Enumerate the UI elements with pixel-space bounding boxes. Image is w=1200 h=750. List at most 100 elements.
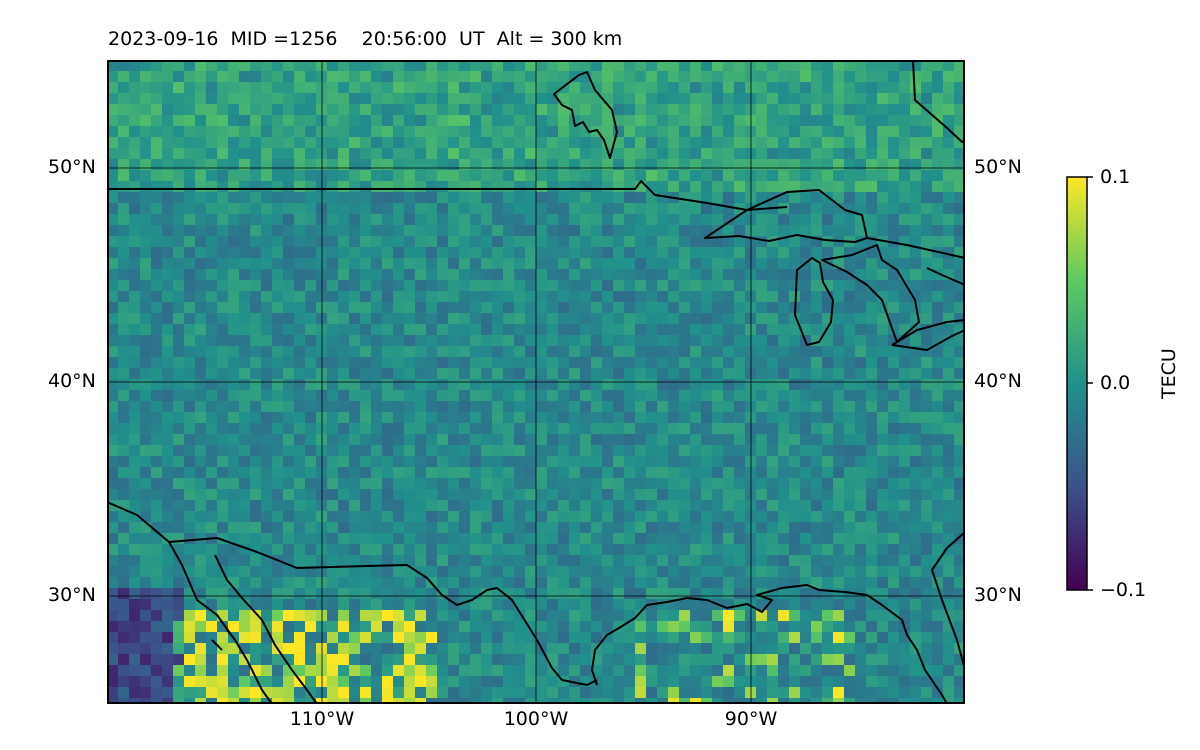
- tec-cell: [800, 291, 812, 303]
- tec-cell: [250, 379, 262, 391]
- tec-cell: [899, 302, 911, 314]
- tec-cell: [239, 555, 251, 567]
- tec-cell: [690, 126, 702, 138]
- tec-cell: [239, 390, 251, 402]
- tec-cell: [580, 291, 592, 303]
- tec-cell: [899, 676, 911, 688]
- tec-cell: [602, 698, 614, 704]
- tec-cell: [635, 456, 647, 468]
- gulf-coast: [591, 584, 948, 704]
- tec-cell: [118, 126, 130, 138]
- tec-cell: [635, 522, 647, 534]
- tec-cell: [382, 148, 394, 160]
- tec-cell: [459, 236, 471, 248]
- tec-cell: [668, 170, 680, 182]
- tec-cell: [613, 665, 625, 677]
- tec-cell: [910, 313, 922, 325]
- tec-cell: [382, 489, 394, 501]
- tec-cell: [646, 203, 658, 215]
- tec-cell: [877, 181, 889, 193]
- tec-cell: [602, 258, 614, 270]
- tec-cell: [613, 698, 625, 704]
- tec-cell: [206, 456, 218, 468]
- tec-cell: [382, 621, 394, 633]
- tec-cell: [635, 544, 647, 556]
- tec-cell: [173, 588, 185, 600]
- tec-cell: [415, 115, 427, 127]
- tec-cell: [613, 324, 625, 336]
- tec-cell: [734, 126, 746, 138]
- tec-cell: [503, 577, 515, 589]
- tec-cell: [525, 445, 537, 457]
- tec-cell: [624, 610, 636, 622]
- tec-cell: [833, 126, 845, 138]
- tec-cell: [855, 500, 867, 512]
- tec-cell: [800, 577, 812, 589]
- tec-cell: [613, 346, 625, 358]
- tec-cell: [888, 478, 900, 490]
- tec-cell: [657, 500, 669, 512]
- tec-cell: [580, 60, 592, 72]
- tec-cell: [778, 137, 790, 149]
- tec-cell: [228, 665, 240, 677]
- tec-cell: [371, 126, 383, 138]
- tec-cell: [811, 324, 823, 336]
- tec-cell: [811, 170, 823, 182]
- tec-cell: [569, 577, 581, 589]
- tec-cell: [305, 115, 317, 127]
- tec-cell: [734, 533, 746, 545]
- tec-cell: [107, 258, 119, 270]
- tec-cell: [679, 643, 691, 655]
- tec-cell: [866, 126, 878, 138]
- tec-cell: [283, 478, 295, 490]
- tec-cell: [624, 489, 636, 501]
- tec-cell: [767, 511, 779, 523]
- tec-cell: [756, 599, 768, 611]
- tec-cell: [646, 588, 658, 600]
- tec-cell: [492, 478, 504, 490]
- tec-cell: [173, 148, 185, 160]
- tec-cell: [294, 401, 306, 413]
- tec-cell: [811, 368, 823, 380]
- tec-cell: [349, 566, 361, 578]
- tec-cell: [118, 104, 130, 116]
- tec-cell: [855, 489, 867, 501]
- tec-cell: [822, 280, 834, 292]
- tec-cell: [173, 104, 185, 116]
- tec-cell: [195, 280, 207, 292]
- tec-cell: [360, 621, 372, 633]
- tec-cell: [844, 555, 856, 567]
- tec-cell: [371, 302, 383, 314]
- tec-cell: [503, 324, 515, 336]
- tec-cell: [272, 258, 284, 270]
- tec-cell: [767, 665, 779, 677]
- tec-cell: [855, 665, 867, 677]
- tec-cell: [855, 434, 867, 446]
- tec-cell: [415, 588, 427, 600]
- tec-cell: [426, 324, 438, 336]
- tec-cell: [811, 115, 823, 127]
- tec-cell: [492, 599, 504, 611]
- tec-cell: [294, 313, 306, 325]
- tec-cell: [822, 225, 834, 237]
- tec-cell: [228, 379, 240, 391]
- tec-cell: [393, 412, 405, 424]
- tec-cell: [140, 478, 152, 490]
- tec-cell: [173, 401, 185, 413]
- tec-cell: [910, 698, 922, 704]
- tec-cell: [206, 225, 218, 237]
- tec-cell: [283, 104, 295, 116]
- tec-cell: [481, 181, 493, 193]
- tec-cell: [591, 93, 603, 105]
- tec-cell: [668, 533, 680, 545]
- tec-cell: [613, 269, 625, 281]
- tec-cell: [371, 544, 383, 556]
- tec-cell: [679, 698, 691, 704]
- tec-cell: [712, 500, 724, 512]
- tec-cell: [525, 368, 537, 380]
- tec-cell: [536, 599, 548, 611]
- tec-cell: [613, 621, 625, 633]
- tec-cell: [151, 489, 163, 501]
- tec-cell: [481, 192, 493, 204]
- tec-cell: [404, 467, 416, 479]
